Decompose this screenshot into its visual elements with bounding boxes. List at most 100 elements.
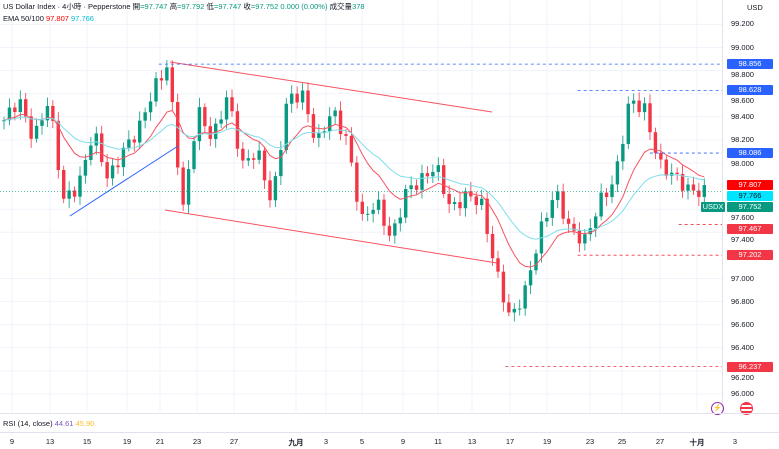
- candle-body: [132, 139, 136, 143]
- candle-body: [469, 191, 473, 197]
- candle-body: [360, 201, 364, 214]
- candle-body: [507, 302, 511, 313]
- us-flag-icon[interactable]: [740, 402, 753, 415]
- candle-body: [637, 100, 641, 113]
- price-tag: 97.202: [727, 250, 773, 261]
- candle-body: [78, 175, 82, 197]
- candle-body: [83, 159, 88, 176]
- candle-body: [404, 188, 408, 218]
- candle-body: [463, 191, 468, 209]
- candle-body: [105, 162, 109, 179]
- candle-body: [594, 216, 598, 229]
- candle-body: [186, 169, 191, 205]
- candle-body: [62, 169, 66, 199]
- candle-body: [648, 103, 652, 133]
- candle-body: [7, 107, 12, 121]
- time-tick: 11: [434, 437, 442, 446]
- candle-body: [561, 191, 565, 219]
- candle-body: [230, 97, 234, 112]
- price-chart[interactable]: US Dollar Index · 4小時 · Pepperstone 開=97…: [0, 0, 722, 412]
- candle-body: [13, 107, 17, 113]
- price-tag: 98.628: [727, 85, 773, 96]
- candle-body: [485, 198, 489, 234]
- candle-body: [203, 107, 207, 127]
- candles-canvas[interactable]: [0, 0, 722, 412]
- candle-body: [697, 190, 701, 197]
- candle-body: [159, 78, 164, 81]
- candle-body: [371, 209, 375, 214]
- candle-body: [610, 184, 614, 198]
- candle-body: [192, 141, 196, 170]
- candle-body: [306, 90, 310, 115]
- time-tick: 27: [229, 437, 239, 446]
- open-value: =97.747: [140, 2, 168, 11]
- candle-body: [148, 101, 153, 113]
- candle-body: [556, 191, 560, 201]
- candle-body: [702, 185, 706, 197]
- price-tick: 97.600: [731, 213, 754, 223]
- ema100-line: [3, 116, 705, 240]
- symbol-title[interactable]: US Dollar Index · 4小時 · Pepperstone: [3, 2, 131, 11]
- candle-body: [284, 103, 288, 151]
- candle-body: [545, 217, 549, 222]
- candle-body: [355, 162, 359, 202]
- candle-body: [300, 90, 305, 103]
- ema-legend[interactable]: EMA 50/100 97.807 97.766: [3, 14, 94, 24]
- ema50-line: [3, 109, 705, 268]
- change-value: 0.000 (0.00%): [280, 2, 328, 11]
- time-tick: 9: [9, 437, 15, 446]
- candle-body: [583, 234, 587, 244]
- price-tick: 98.400: [731, 111, 754, 121]
- price-tick: 98.000: [731, 159, 754, 169]
- candle-body: [642, 103, 647, 113]
- price-tick: 96.200: [731, 372, 754, 382]
- candle-body: [110, 165, 115, 179]
- currency-label: USD: [747, 3, 763, 12]
- candle-body: [121, 147, 126, 168]
- candle-body: [447, 193, 451, 205]
- candle-body: [176, 102, 180, 168]
- price-tag: 98.086: [727, 148, 773, 159]
- candle-body: [409, 185, 413, 189]
- time-tick: 17: [505, 437, 515, 446]
- candle-body: [523, 285, 527, 309]
- time-tick: 3: [323, 437, 329, 446]
- price-tag: 96.237: [727, 361, 773, 372]
- candle-body: [653, 132, 658, 153]
- time-tick: 19: [542, 437, 552, 446]
- price-axis[interactable]: USD 99.200 99.000 98.800 98.600 98.400 98.200…: [701, 0, 779, 412]
- time-tick: 9: [400, 437, 406, 446]
- candle-body: [376, 199, 381, 210]
- time-tick: 3: [732, 437, 738, 446]
- candle-body: [328, 116, 332, 132]
- candle-body: [632, 100, 636, 104]
- candle-body: [197, 107, 202, 142]
- price-tick: 96.400: [731, 342, 754, 352]
- candle-body: [621, 143, 625, 162]
- price-tick: 98.600: [731, 96, 754, 106]
- lightning-icon[interactable]: ⚡: [711, 402, 724, 415]
- price-tick: 98.800: [731, 70, 754, 80]
- candle-body: [436, 165, 440, 172]
- candle-body: [252, 158, 256, 160]
- candle-body: [279, 150, 283, 177]
- candle-body: [208, 126, 212, 139]
- low-value: =97.747: [214, 2, 242, 11]
- symbol-tag: USDX: [701, 202, 725, 213]
- candle-body: [67, 190, 71, 199]
- volume-value: 378: [352, 2, 365, 11]
- candle-body: [2, 120, 6, 122]
- candle-body: [257, 150, 261, 160]
- rsi-value: 44.61: [54, 419, 74, 428]
- candle-body: [458, 202, 462, 209]
- time-tick: 19: [122, 437, 132, 446]
- price-tick: 97.400: [731, 235, 754, 245]
- time-axis[interactable]: 9 13 15 19 21 23 27 九月 3 5 9 11 13 17 19 23 25 27 十月 3: [0, 432, 779, 449]
- candle-body: [680, 173, 685, 191]
- candle-body: [442, 165, 446, 194]
- candle-body: [550, 200, 554, 218]
- time-tick: 十月: [689, 438, 705, 447]
- candle-body: [34, 125, 39, 139]
- upper-channel-line: [169, 61, 493, 113]
- rsi-pane[interactable]: RSI (14, close) 44.61 45.90: [0, 413, 779, 434]
